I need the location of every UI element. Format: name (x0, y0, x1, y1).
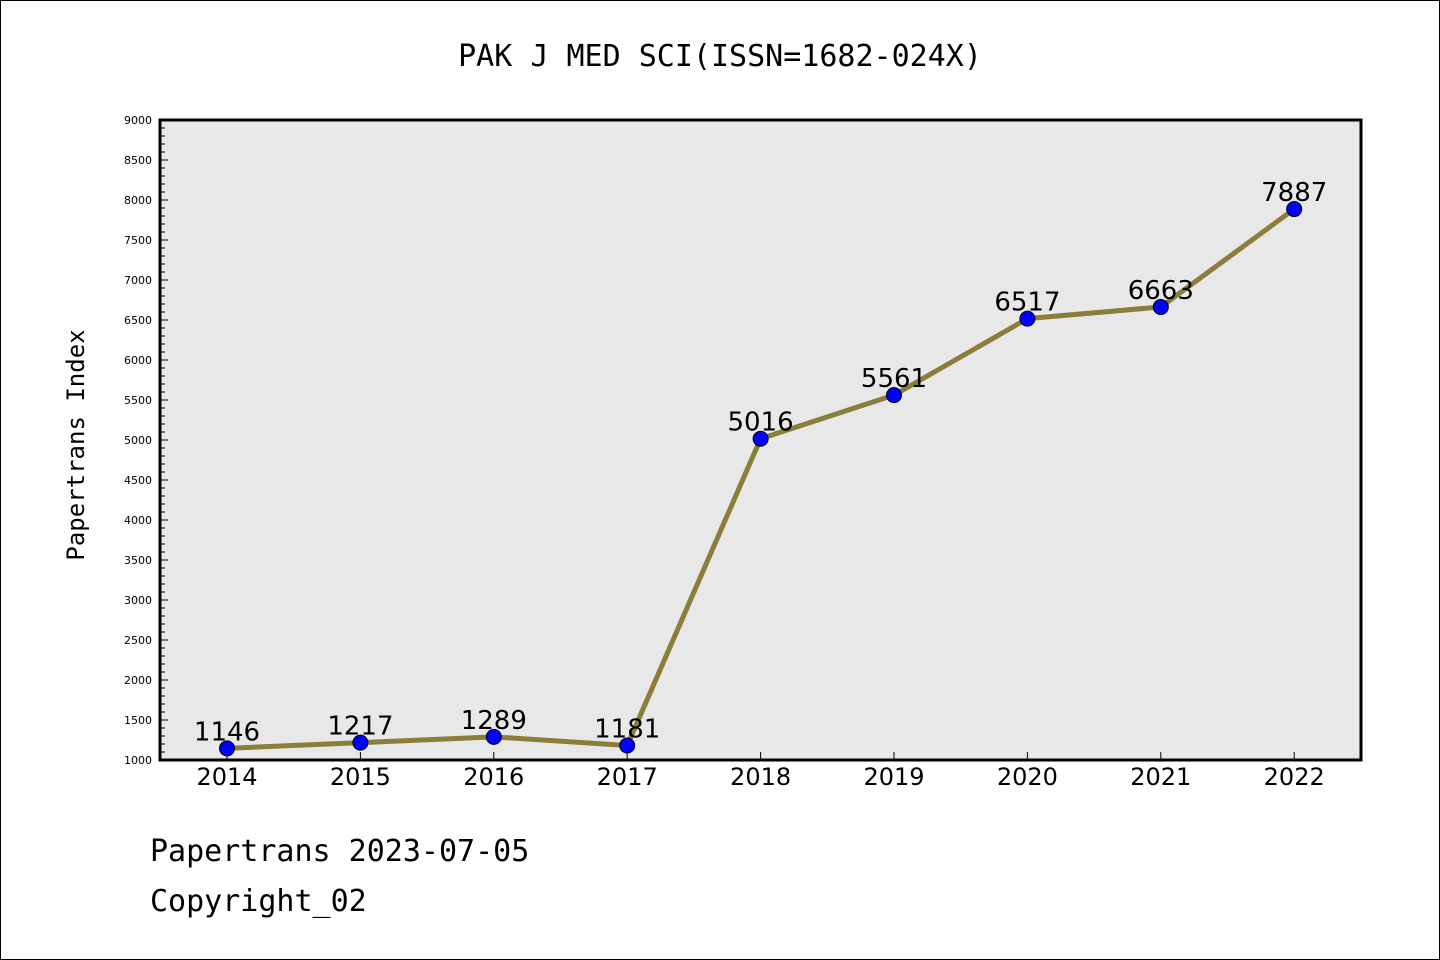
y-tick-label: 5000 (124, 434, 152, 447)
x-tick-label: 2017 (597, 763, 658, 791)
y-axis-label: Papertrans Index (62, 329, 90, 560)
y-tick-label: 9000 (124, 114, 152, 127)
x-tick-label: 2018 (730, 763, 791, 791)
data-label: 5016 (728, 408, 794, 438)
x-tick-label: 2022 (1264, 763, 1325, 791)
data-label: 1181 (594, 715, 660, 745)
x-tick-label: 2021 (1130, 763, 1191, 791)
data-label: 6663 (1128, 276, 1194, 306)
plot-border (158, 118, 1363, 762)
y-tick-label: 2500 (124, 634, 152, 647)
y-tick-label: 4000 (124, 514, 152, 527)
x-tick-label: 2019 (863, 763, 924, 791)
data-point (1019, 310, 1036, 327)
y-tick-label: 6500 (124, 314, 152, 327)
data-point (1286, 201, 1303, 218)
data-label: 5561 (861, 364, 927, 394)
data-label: 1217 (327, 712, 393, 742)
series-layer: 1146 1217 1289 1181 5016 5561 6517 6663 7887 (194, 178, 1327, 757)
x-tick-label: 2015 (330, 763, 391, 791)
y-tick-label: 3000 (124, 594, 152, 607)
x-axis: 2014 2015 2016 2017 2018 2019 2020 2021 2022 (196, 752, 1325, 791)
y-tick-label: 6000 (124, 354, 152, 367)
y-tick-label: 5500 (124, 394, 152, 407)
x-tick-label: 2014 (196, 763, 257, 791)
y-tick-label: 8500 (124, 154, 152, 167)
x-tick-label: 2020 (997, 763, 1058, 791)
x-tick-label: 2016 (463, 763, 524, 791)
data-label: 1146 (194, 717, 260, 747)
data-label: 1289 (461, 706, 527, 736)
data-point (485, 728, 502, 745)
footer-date-text: Papertrans 2023-07-05 (150, 834, 530, 869)
y-tick-label: 7500 (124, 234, 152, 247)
data-label: 7887 (1261, 178, 1327, 208)
y-tick-label: 3500 (124, 554, 152, 567)
chart-title: PAK J MED SCI(ISSN=1682-024X) (458, 39, 982, 74)
data-point (619, 737, 636, 754)
y-tick-label: 8000 (124, 194, 152, 207)
data-point (1152, 298, 1169, 315)
y-tick-label: 1000 (124, 754, 152, 767)
data-point (219, 740, 235, 757)
y-tick-label: 1500 (124, 714, 152, 727)
data-point (752, 430, 769, 447)
y-tick-label: 2000 (124, 674, 152, 687)
footer-copyright-text: Copyright_02 (150, 884, 367, 919)
data-label: 6517 (994, 288, 1060, 318)
data-point (352, 734, 369, 751)
y-tick-label: 4500 (124, 474, 152, 487)
data-point (886, 387, 902, 404)
y-axis: 1000 1500 2000 2500 3000 3500 4000 4500 5000 5500… (124, 114, 168, 767)
y-tick-label: 7000 (124, 274, 152, 287)
